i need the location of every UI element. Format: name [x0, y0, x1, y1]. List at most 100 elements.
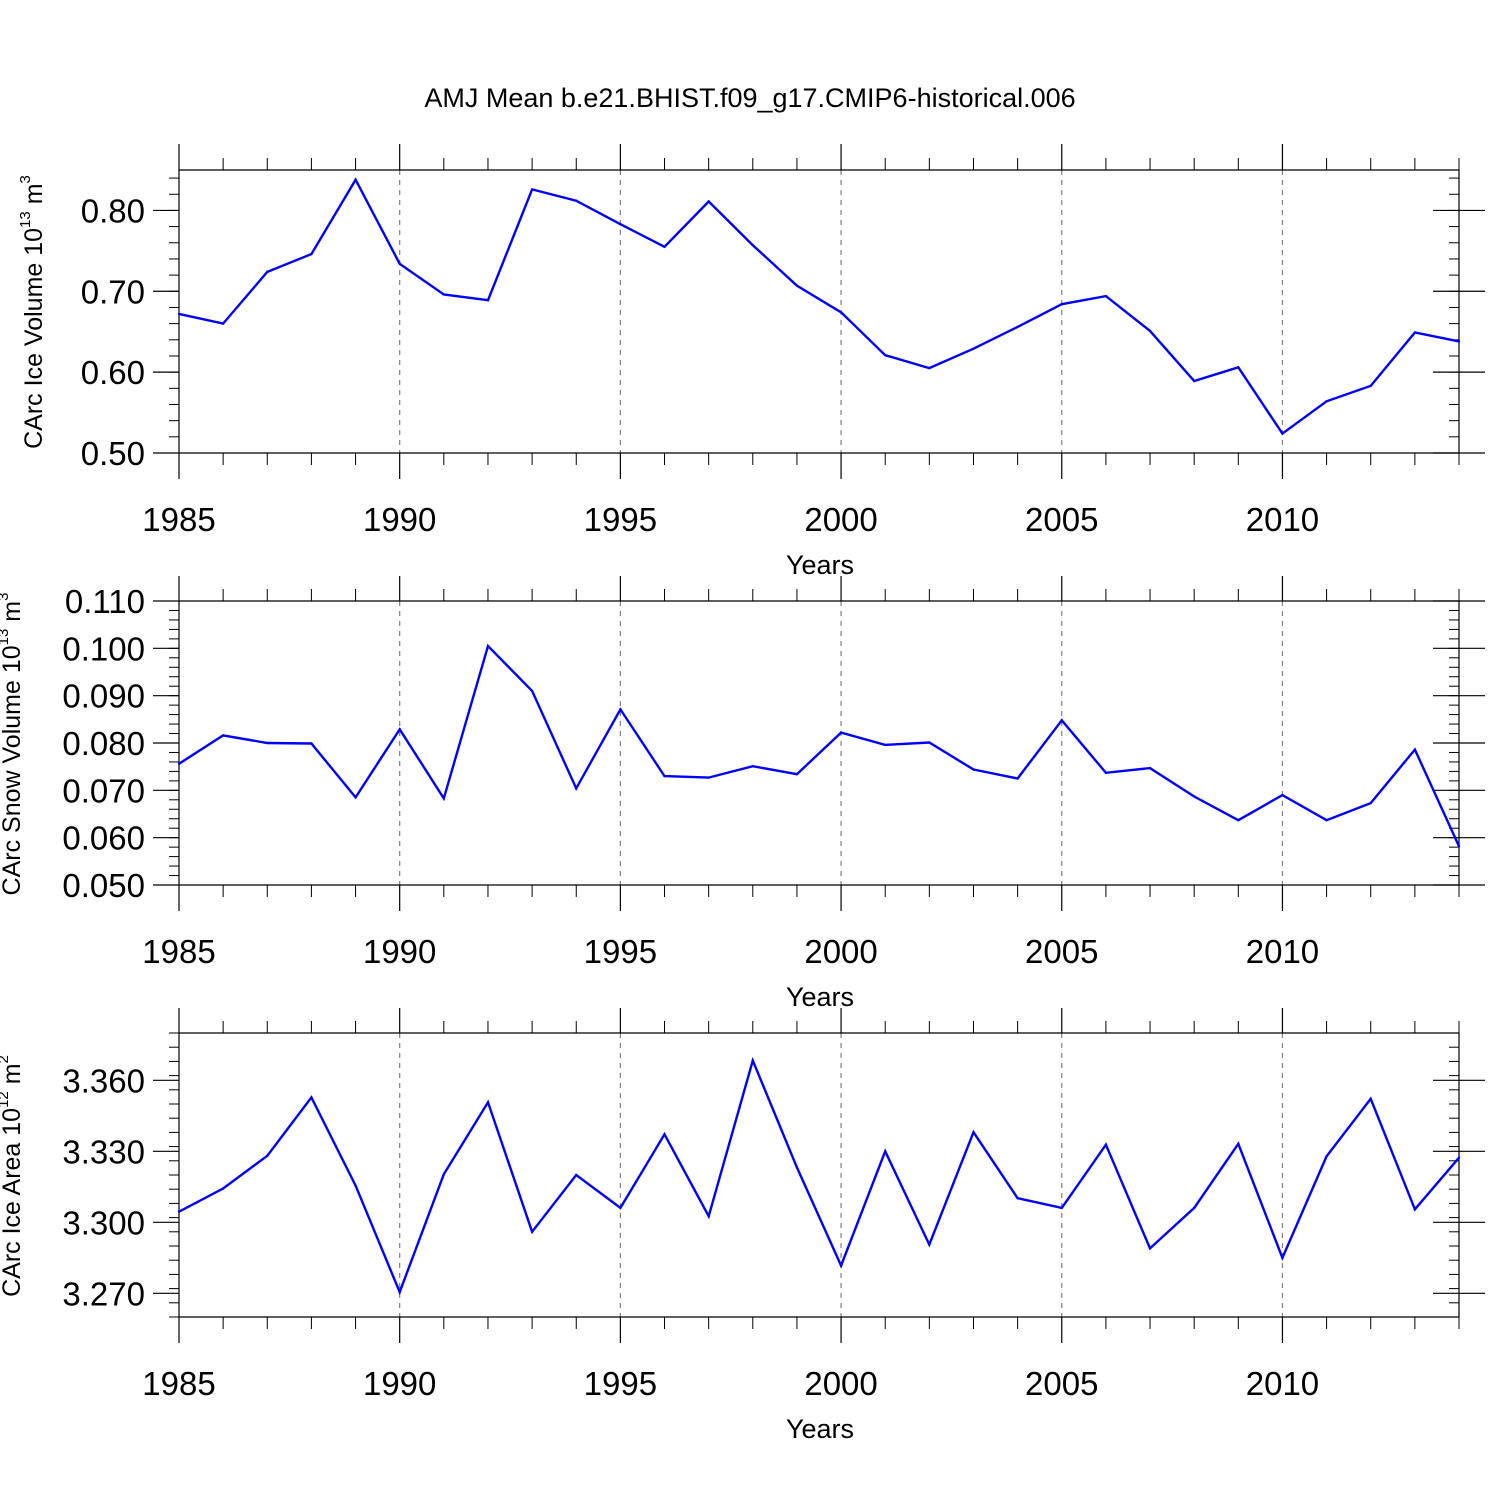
data-point [442, 797, 446, 800]
series-line-ice-volume [178, 177, 1460, 436]
data-point [221, 1187, 225, 1190]
data-point [1413, 1208, 1417, 1211]
data-point [751, 1059, 754, 1062]
data-point [1104, 294, 1108, 298]
series-line-ice-area [178, 1056, 1460, 1296]
data-point [1237, 818, 1240, 822]
data-point [221, 322, 225, 325]
series-line-snow-volume [178, 643, 1461, 847]
data-point [839, 731, 843, 734]
data-point [928, 741, 931, 744]
data-point [177, 312, 181, 316]
x-tick-label: 2005 [1025, 1365, 1098, 1402]
figure-title: AMJ Mean b.e21.BHIST.f09_g17.CMIP6-histo… [424, 83, 1075, 113]
y-tick-label: 3.360 [62, 1062, 145, 1099]
xlabel-ice-volume: Years [786, 550, 854, 580]
y-tick-label: 0.60 [81, 354, 145, 391]
x-tick-label: 1990 [363, 501, 436, 538]
data-point [663, 245, 666, 249]
data-point [1016, 1196, 1019, 1200]
x-tick-label: 2010 [1246, 1365, 1319, 1402]
x-tick-label: 1985 [142, 933, 215, 970]
plot-ice-area: 1985 1990 1995 2000 2005 2010 3.270 3.300 3.330 3… [62, 1008, 1485, 1402]
y-tick-label: 0.070 [62, 772, 145, 809]
data-point [1369, 384, 1372, 388]
data-point [972, 347, 975, 350]
data-point [1016, 777, 1019, 780]
data-point [1457, 844, 1461, 848]
panel-snow-volume: CArc Snow Volume 1013 m3 Years [0, 593, 854, 1012]
xlabel-ice-area: Years [786, 1414, 854, 1444]
data-point [442, 293, 446, 296]
data-point [398, 262, 401, 265]
data-point [1060, 719, 1063, 722]
data-point [663, 1133, 666, 1136]
xlabel-snow-volume: Years [786, 982, 854, 1012]
data-point [1148, 329, 1152, 333]
data-point [1192, 795, 1196, 798]
y-tick-label: 3.300 [62, 1204, 145, 1241]
data-point [221, 734, 225, 737]
panel-ice-volume: CArc Ice Volume 1013 m3 Years [17, 175, 854, 580]
data-point [1237, 1142, 1240, 1145]
data-point [530, 188, 534, 191]
ylabel-ice-area: CArc Ice Area 1012 m2 [0, 1055, 26, 1297]
data-point [266, 741, 269, 745]
ylabel-snow-volume: CArc Snow Volume 1013 m3 [0, 593, 26, 896]
data-point [354, 178, 357, 181]
data-point [266, 1154, 269, 1158]
data-point [972, 1130, 975, 1134]
y-tick-label: 0.80 [81, 192, 145, 229]
data-point [707, 1214, 710, 1218]
y-tick-label: 0.060 [62, 820, 145, 857]
data-point [486, 644, 490, 648]
data-point [1413, 748, 1417, 751]
x-tick-label: 1995 [584, 501, 657, 538]
data-point [354, 1184, 357, 1187]
data-point [619, 222, 622, 226]
data-point [972, 768, 975, 771]
x-tick-label: 2010 [1246, 933, 1319, 970]
data-point [398, 1290, 401, 1294]
x-tick-label: 1990 [363, 1365, 436, 1402]
data-point [1148, 1247, 1152, 1250]
data-point [884, 743, 887, 747]
data-point [928, 366, 931, 370]
data-point [707, 776, 710, 779]
data-point [884, 1150, 887, 1153]
x-tick-label: 1995 [584, 933, 657, 970]
data-point [266, 270, 269, 274]
data-point [1060, 303, 1063, 306]
x-tick-label: 2000 [804, 1365, 877, 1402]
data-point [795, 773, 799, 776]
ylabel-ice-volume: CArc Ice Volume 1013 m3 [17, 175, 48, 449]
data-point [398, 728, 401, 731]
panel-ice-area: CArc Ice Area 1012 m2 Years [0, 1055, 854, 1444]
data-point [707, 200, 710, 203]
data-point [1325, 1155, 1328, 1158]
x-tick-label: 1990 [363, 933, 436, 970]
x-tick-label: 1985 [142, 501, 215, 538]
data-point [1457, 340, 1461, 343]
plot-ice-volume: 1985 1990 1995 2000 2005 2010 0.50 0.60 0.70 0.80 [81, 144, 1485, 538]
y-tick-label: 0.70 [81, 273, 145, 310]
y-tick-label: 0.110 [65, 583, 145, 620]
x-tick-label: 1995 [584, 1365, 657, 1402]
data-point [1060, 1206, 1063, 1210]
data-point [839, 1264, 843, 1267]
data-point [1281, 432, 1284, 435]
data-point [928, 1243, 931, 1246]
data-point [575, 787, 578, 790]
x-tick-label: 1985 [142, 1365, 215, 1402]
x-tick-label: 2005 [1025, 933, 1098, 970]
x-tick-label: 2005 [1025, 501, 1098, 538]
data-point [1369, 1097, 1372, 1100]
data-point [751, 243, 754, 247]
x-tick-label: 2000 [804, 933, 877, 970]
data-point [795, 1166, 799, 1169]
data-point [177, 762, 181, 766]
data-point [1192, 379, 1196, 383]
y-tick-label: 0.100 [62, 630, 145, 667]
data-point [530, 689, 534, 693]
